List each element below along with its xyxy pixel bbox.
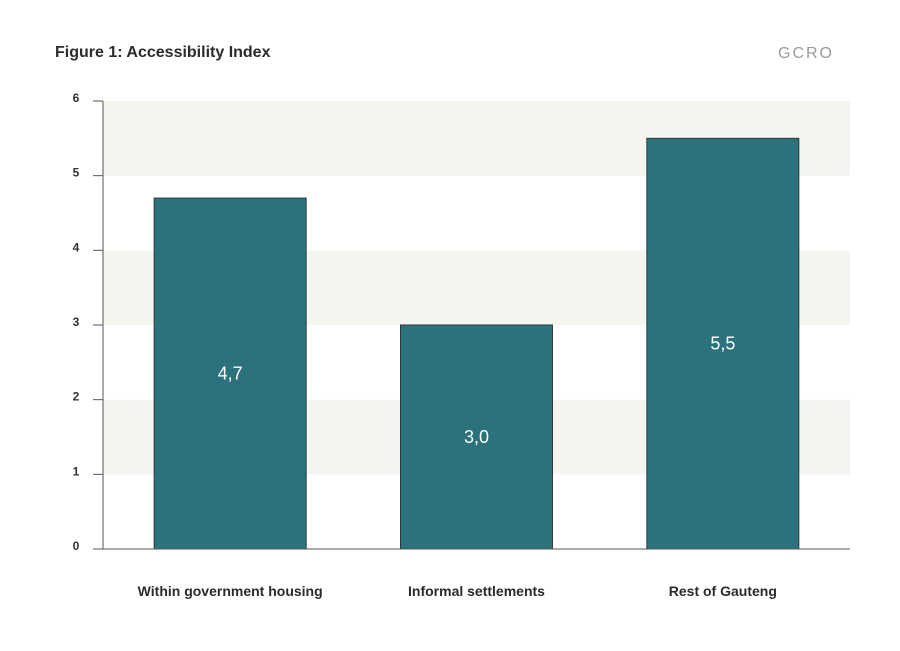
bar (646, 137, 800, 550)
bar-value-label: 4,7 (218, 364, 243, 384)
chart-title: Figure 1: Accessibility Index (55, 44, 271, 61)
bars-group (153, 137, 800, 550)
x-category-label: Within government housing (138, 583, 323, 599)
y-tick-label: 3 (73, 315, 80, 329)
y-tick-label: 5 (73, 166, 80, 180)
y-tick-label: 0 (73, 539, 80, 553)
bar-value-label: 3,0 (464, 427, 489, 447)
x-labels-group: Within government housing Informal settle… (138, 583, 777, 599)
bar (400, 324, 553, 550)
y-tick-label: 4 (73, 240, 80, 254)
y-tick-label: 1 (73, 464, 80, 478)
x-category-label: Rest of Gauteng (669, 583, 777, 599)
y-ticks-group: 0 1 2 3 4 5 6 (73, 91, 103, 553)
data-labels-group: 4,7 3,0 5,5 (218, 334, 736, 447)
y-tick-label: 2 (73, 390, 80, 404)
y-tick-label: 6 (73, 91, 80, 105)
gcro-logo: GCRO (778, 45, 834, 62)
x-category-label: Informal settlements (408, 583, 545, 599)
bar-value-label: 5,5 (710, 334, 735, 354)
bar (153, 197, 307, 550)
